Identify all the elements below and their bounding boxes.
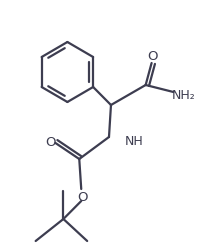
Text: NH₂: NH₂ [171,88,195,101]
Text: O: O [147,49,158,62]
Text: NH: NH [125,135,144,147]
Text: O: O [77,191,88,204]
Text: O: O [45,135,56,148]
